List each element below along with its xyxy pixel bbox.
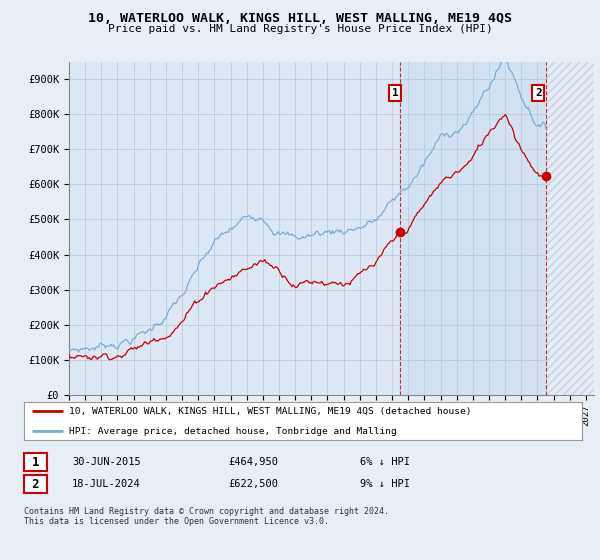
Text: 10, WATERLOO WALK, KINGS HILL, WEST MALLING, ME19 4QS (detached house): 10, WATERLOO WALK, KINGS HILL, WEST MALL… — [68, 407, 471, 416]
Bar — [547, 62, 594, 395]
Text: Price paid vs. HM Land Registry's House Price Index (HPI): Price paid vs. HM Land Registry's House … — [107, 24, 493, 34]
Text: 18-JUL-2024: 18-JUL-2024 — [72, 479, 141, 489]
Bar — [400, 62, 547, 395]
Text: 6% ↓ HPI: 6% ↓ HPI — [360, 457, 410, 467]
Text: 10, WATERLOO WALK, KINGS HILL, WEST MALLING, ME19 4QS: 10, WATERLOO WALK, KINGS HILL, WEST MALL… — [88, 12, 512, 25]
Text: 2: 2 — [32, 478, 39, 491]
Text: £464,950: £464,950 — [228, 457, 278, 467]
Text: 9% ↓ HPI: 9% ↓ HPI — [360, 479, 410, 489]
Text: 2: 2 — [535, 88, 542, 98]
Text: 1: 1 — [32, 455, 39, 469]
Text: HPI: Average price, detached house, Tonbridge and Malling: HPI: Average price, detached house, Tonb… — [68, 427, 397, 436]
Text: 30-JUN-2015: 30-JUN-2015 — [72, 457, 141, 467]
Text: £622,500: £622,500 — [228, 479, 278, 489]
Text: 1: 1 — [392, 88, 398, 98]
Text: Contains HM Land Registry data © Crown copyright and database right 2024.
This d: Contains HM Land Registry data © Crown c… — [24, 507, 389, 526]
